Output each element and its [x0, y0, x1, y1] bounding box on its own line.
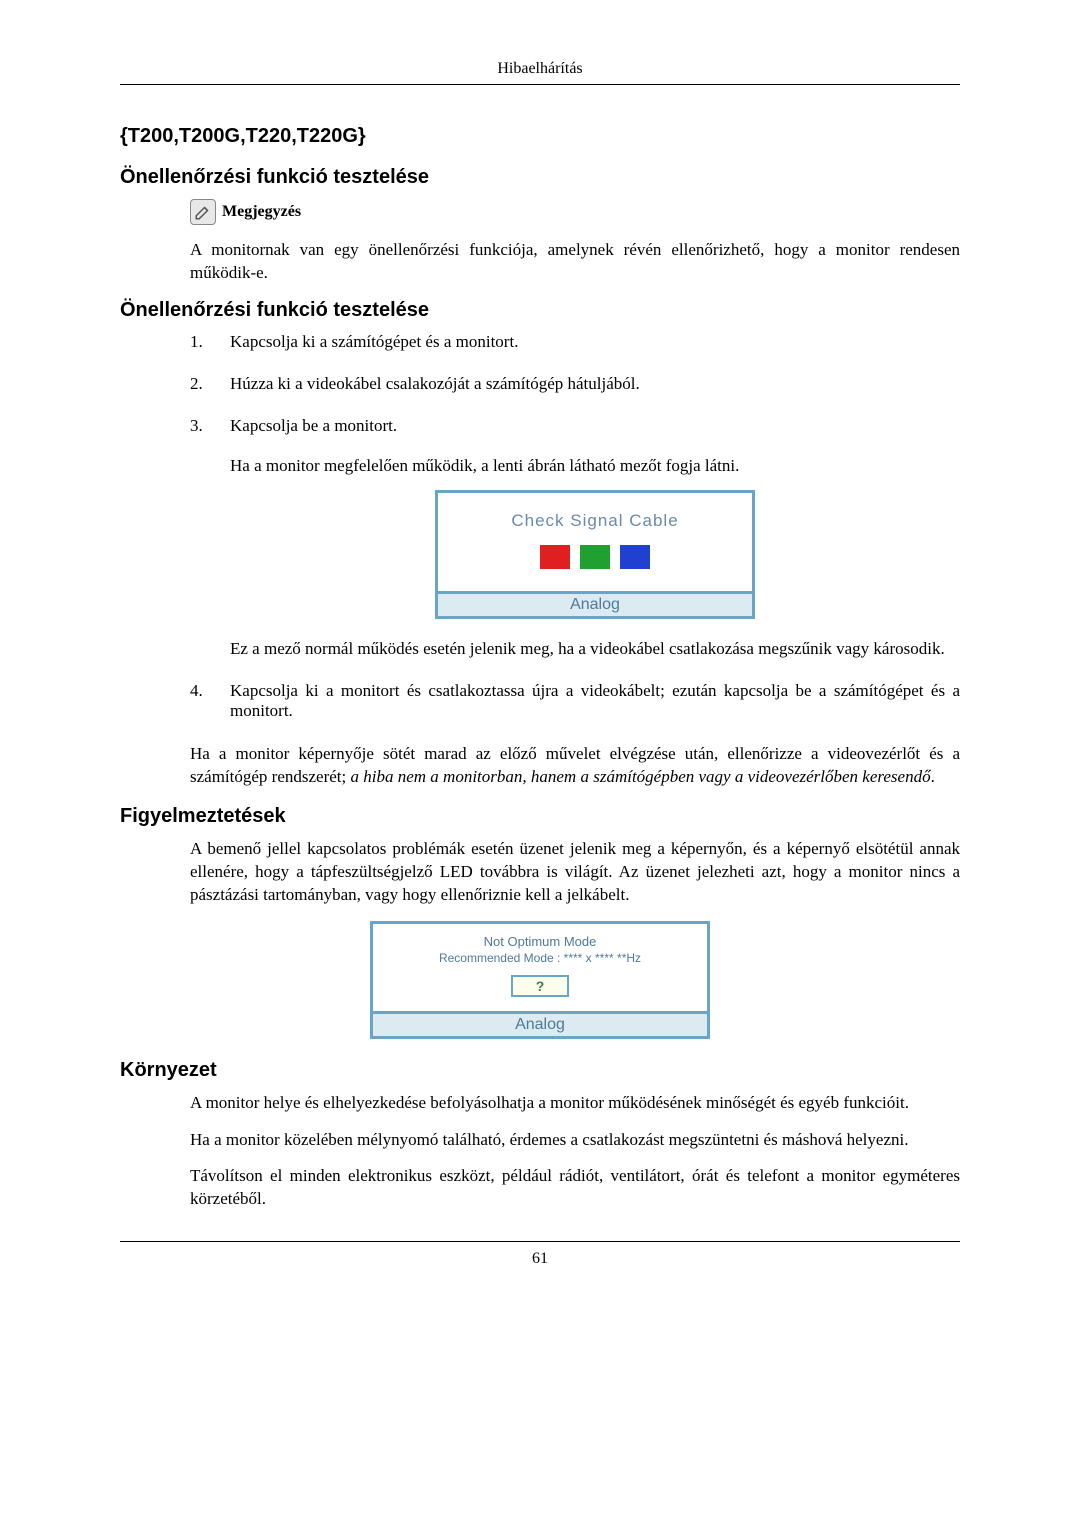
note-row: Megjegyzés [190, 199, 960, 225]
step-number: 1. [190, 332, 230, 352]
environment-heading: Környezet [120, 1059, 960, 1082]
step-number: 3. [190, 416, 230, 659]
note-body-text: A monitornak van egy önellenőrzési funkc… [190, 239, 960, 285]
green-square [580, 545, 610, 569]
environment-p2: Ha a monitor közelében mélynyomó találha… [190, 1129, 960, 1152]
signal-dialog: Check Signal Cable Analog [435, 490, 755, 619]
blue-square [620, 545, 650, 569]
optimum-line2: Recommended Mode : **** x **** **Hz [381, 951, 699, 965]
page-header: Hibaelhárítás [120, 60, 960, 78]
page-number: 61 [120, 1250, 960, 1268]
after-steps-paragraph: Ha a monitor képernyője sötét marad az e… [190, 743, 960, 789]
warnings-body: A bemenő jellel kapcsolatos problémák es… [190, 838, 960, 907]
selftest-heading-2: Önellenőrzési funkció tesztelése [120, 299, 960, 322]
red-square [540, 545, 570, 569]
note-label: Megjegyzés [222, 203, 301, 221]
environment-p1: A monitor helye és elhelyezkedése befoly… [190, 1092, 960, 1115]
list-item: 3. Kapcsolja be a monitort. Ha a monitor… [190, 416, 960, 659]
step-text: Kapcsolja ki a monitort és csatlakoztass… [230, 681, 960, 721]
list-item: 2. Húzza ki a videokábel csalakozóját a … [190, 374, 960, 394]
figure-check-signal: Check Signal Cable Analog [230, 490, 960, 619]
after-steps-text-end: . [931, 767, 935, 786]
optimum-line1: Not Optimum Mode [381, 934, 699, 949]
figure-not-optimum: Not Optimum Mode Recommended Mode : ****… [120, 921, 960, 1039]
signal-dialog-footer: Analog [438, 591, 752, 616]
optimum-dialog-footer: Analog [373, 1011, 707, 1036]
step-number: 4. [190, 681, 230, 721]
models-heading: {T200,T200G,T220,T220G} [120, 125, 960, 148]
step-text: Húzza ki a videokábel csalakozóját a szá… [230, 374, 960, 394]
steps-list: 1. Kapcsolja ki a számítógépet és a moni… [190, 332, 960, 721]
list-item: 1. Kapcsolja ki a számítógépet és a moni… [190, 332, 960, 352]
step-text: Kapcsolja be a monitort. [230, 416, 960, 436]
step-aftertext: Ez a mező normál működés esetén jelenik … [230, 639, 960, 659]
list-item: 4. Kapcsolja ki a monitort és csatlakozt… [190, 681, 960, 721]
question-box: ? [511, 975, 569, 997]
signal-dialog-text: Check Signal Cable [448, 511, 742, 531]
optimum-dialog: Not Optimum Mode Recommended Mode : ****… [370, 921, 710, 1039]
step-number: 2. [190, 374, 230, 394]
warnings-heading: Figyelmeztetések [120, 805, 960, 828]
note-icon [190, 199, 216, 225]
selftest-heading-1: Önellenőrzési funkció tesztelése [120, 166, 960, 189]
step-subtext: Ha a monitor megfelelően működik, a lent… [230, 456, 960, 476]
rgb-squares [448, 545, 742, 569]
divider-bottom [120, 1241, 960, 1242]
after-steps-italic: a hiba nem a monitorban, hanem a számító… [351, 767, 931, 786]
step-text: Kapcsolja ki a számítógépet és a monitor… [230, 332, 960, 352]
divider-top [120, 84, 960, 85]
environment-p3: Távolítson el minden elektronikus eszköz… [190, 1165, 960, 1211]
